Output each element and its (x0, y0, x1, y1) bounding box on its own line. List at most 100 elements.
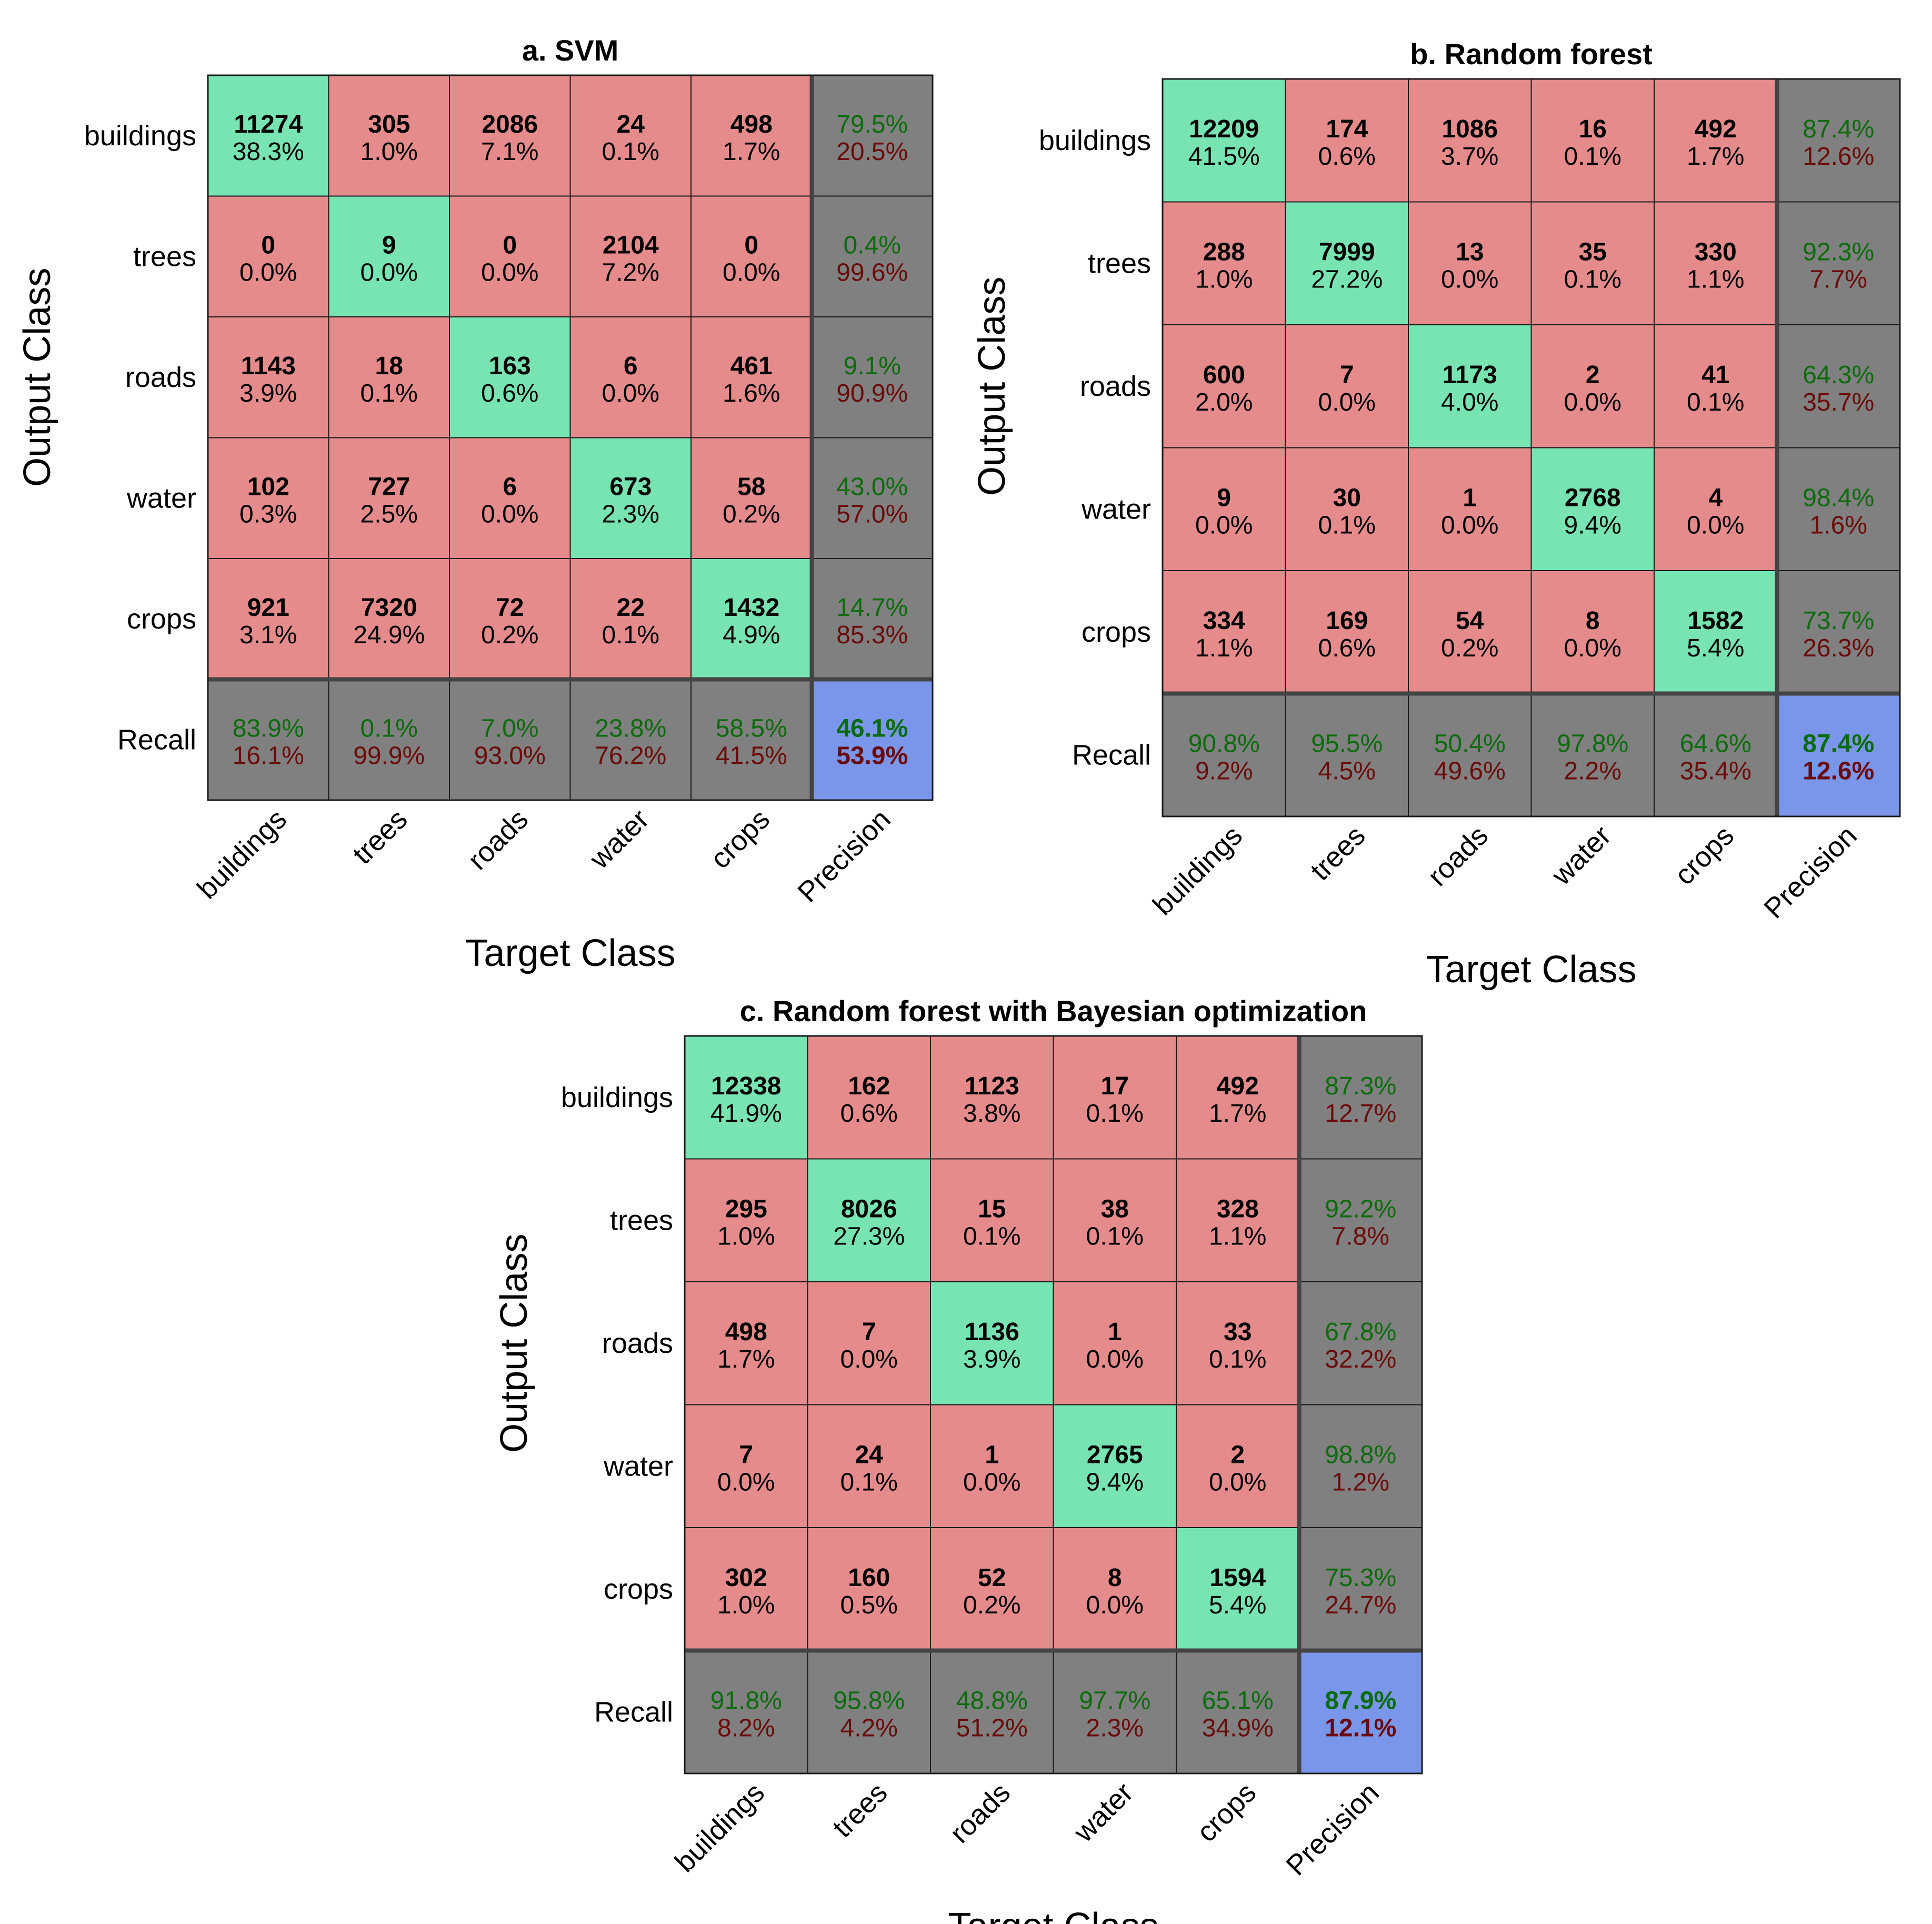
recall-error-value: 41.5% (716, 742, 787, 770)
cell-count: 7 (862, 1318, 876, 1346)
x-tick-label: roads (944, 1777, 1016, 1849)
x-tick-label: roads (1422, 820, 1494, 892)
cell-percent: 1.7% (717, 1345, 775, 1373)
y-tick-label: roads (125, 362, 196, 393)
correct-cell (1285, 201, 1409, 325)
cell-percent: 3.9% (963, 1345, 1020, 1373)
cell-percent: 1.0% (1195, 265, 1253, 293)
recall-cell (690, 679, 813, 801)
cell-count: 600 (1203, 361, 1245, 389)
cell-count: 1594 (1209, 1564, 1266, 1592)
correct-cell (1654, 570, 1778, 694)
precision-cell (1298, 1527, 1423, 1651)
y-tick-label: Recall (117, 724, 196, 755)
y-tick-label: roads (1080, 371, 1151, 402)
recall-error-value: 9.2% (1195, 757, 1253, 785)
cell-percent: 1.7% (1209, 1100, 1266, 1128)
cell-percent: 1.0% (717, 1591, 775, 1619)
cell-percent: 0.1% (963, 1222, 1020, 1250)
cell-percent: 5.4% (1687, 634, 1744, 662)
x-tick-label: trees (826, 1777, 893, 1843)
overall-accuracy-value: 87.9% (1325, 1687, 1396, 1714)
confusion-cell (1176, 1404, 1300, 1528)
recall-error-value: 49.6% (1434, 757, 1506, 785)
cell-count: 1173 (1443, 361, 1497, 389)
correct-cell (207, 75, 329, 197)
cell-count: 169 (1326, 607, 1368, 635)
confusion-cell (1530, 201, 1655, 325)
y-tick-label: buildings (561, 1082, 673, 1113)
cell-count: 2104 (603, 231, 659, 259)
x-tick-label: buildings (669, 1777, 770, 1878)
cell-percent: 0.0% (1318, 388, 1376, 416)
recall-value: 91.8% (710, 1687, 782, 1714)
recall-value: 65.1% (1202, 1687, 1274, 1714)
cell-count: 673 (609, 473, 652, 501)
confusion-cell (1408, 447, 1532, 571)
overall-error-value: 12.6% (1803, 757, 1874, 785)
cell-percent: 0.0% (963, 1468, 1020, 1496)
y-tick-label: trees (133, 241, 196, 272)
recall-value: 95.5% (1311, 730, 1383, 757)
precision-cell (1776, 570, 1900, 694)
y-tick-label: Recall (1072, 739, 1151, 771)
cell-percent: 0.0% (1441, 265, 1498, 293)
y-axis-title: Output Class (971, 277, 1013, 496)
x-tick-label: trees (1304, 820, 1371, 886)
cell-count: 58 (737, 473, 765, 501)
x-axis-title: Target Class (465, 932, 675, 974)
precision-value: 67.8% (1325, 1318, 1396, 1346)
cell-percent: 0.0% (1564, 634, 1621, 662)
cell-count: 6 (624, 352, 638, 380)
cell-percent: 0.2% (963, 1591, 1020, 1619)
cell-count: 7 (1340, 361, 1354, 389)
confusion-cell (1654, 201, 1778, 325)
y-tick-label: roads (602, 1328, 673, 1359)
correct-cell (449, 316, 571, 438)
cell-percent: 41.9% (710, 1100, 782, 1128)
x-tick-label: trees (346, 803, 413, 870)
precision-error-value: 1.2% (1332, 1468, 1389, 1496)
confusion-matrix-svm: 1127438.3%3051.0%20867.1%240.1%4981.7%79… (16, 34, 934, 974)
cell-percent: 1.7% (1687, 143, 1744, 171)
cell-count: 0 (744, 231, 758, 259)
recall-error-value: 2.2% (1564, 757, 1621, 785)
cell-count: 305 (368, 111, 410, 138)
precision-value: 14.7% (836, 594, 908, 622)
cell-count: 498 (725, 1318, 767, 1346)
correct-cell (690, 558, 813, 680)
cell-count: 9 (1217, 484, 1231, 512)
y-tick-label: trees (610, 1204, 673, 1236)
correct-cell (1176, 1527, 1300, 1651)
recall-cell (807, 1650, 931, 1774)
confusion-cell (207, 316, 329, 438)
cell-count: 24 (617, 111, 645, 138)
cell-percent: 0.0% (1086, 1345, 1144, 1373)
recall-error-value: 8.2% (717, 1714, 775, 1742)
y-tick-label: Recall (594, 1696, 673, 1728)
cell-percent: 0.1% (361, 380, 418, 407)
cell-count: 921 (247, 594, 289, 622)
cell-percent: 1.1% (1209, 1222, 1266, 1250)
cell-percent: 0.6% (481, 380, 538, 407)
precision-cell (1776, 447, 1900, 571)
recall-value: 90.8% (1188, 730, 1260, 757)
cell-percent: 7.1% (481, 138, 538, 166)
recall-value: 0.1% (361, 714, 418, 742)
y-tick-label: crops (127, 603, 196, 635)
confusion-cell (1654, 447, 1778, 571)
precision-value: 87.4% (1803, 115, 1874, 143)
precision-error-value: 85.3% (836, 621, 908, 649)
cell-count: 162 (848, 1072, 890, 1100)
cell-percent: 0.1% (1687, 388, 1744, 416)
cell-percent: 0.1% (840, 1468, 898, 1496)
chart-title: b. Random forest (1410, 37, 1652, 71)
x-tick-label: crops (1190, 1777, 1262, 1848)
precision-error-value: 32.2% (1325, 1345, 1396, 1373)
cell-count: 461 (730, 352, 773, 380)
overall-error-value: 12.1% (1325, 1714, 1396, 1742)
cell-percent: 41.5% (1188, 143, 1260, 171)
recall-error-value: 99.9% (353, 742, 425, 770)
precision-value: 87.3% (1325, 1072, 1396, 1100)
cell-percent: 1.1% (1195, 634, 1253, 662)
